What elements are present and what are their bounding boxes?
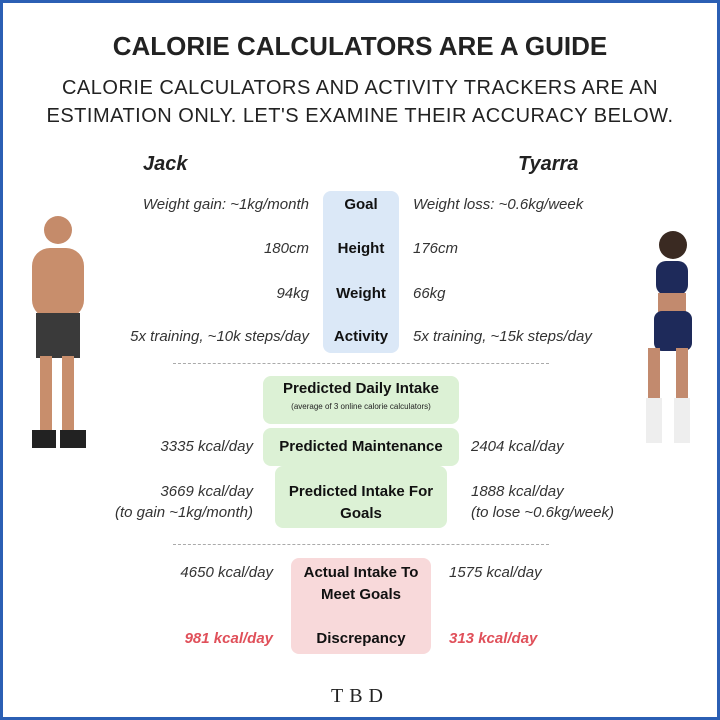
right-value: 313 kcal/day [449,630,538,647]
row-label: Actual Intake To [303,564,419,581]
left-value: 94kg [276,285,309,302]
row-label: Predicted Intake For [288,483,434,500]
person-name: Jack [143,153,188,175]
row-label: Height [337,240,385,257]
person-photo [646,231,692,443]
section-note: (average of 3 online calorie calculators… [291,402,431,411]
title: CALORIE CALCULATORS ARE A GUIDE [112,31,608,61]
left-value: 4650 kcal/day [180,564,273,581]
left-value: 3335 kcal/day [160,438,253,455]
row-label: Activity [333,328,389,345]
row-label: Goals [340,505,382,522]
right-value: Weight loss: ~0.6kg/week [413,196,584,213]
right-value: (to lose ~0.6kg/week) [471,504,614,521]
actual-box [291,558,431,654]
person-photo [32,216,86,448]
predicted-box [275,466,447,528]
row-label: Goal [344,196,378,213]
left-value: Weight gain: ~1kg/month [142,196,309,213]
person-name: Tyarra [518,153,579,175]
right-value: 1888 kcal/day [471,483,564,500]
right-value: 66kg [413,285,446,302]
right-value: 1575 kcal/day [449,564,542,581]
profile-box [323,191,399,353]
section-heading: Predicted Daily Intake [283,380,439,397]
subtitle: CALORIE CALCULATORS AND ACTIVITY TRACKER… [61,77,659,99]
predicted-box [263,376,459,424]
right-value: 5x training, ~15k steps/day [413,328,592,345]
row-label: Discrepancy [316,630,406,647]
predicted-box [263,428,459,466]
left-value: 981 kcal/day [184,630,273,647]
left-value: 180cm [263,240,309,257]
row-label: Weight [336,285,386,302]
subtitle: ESTIMATION ONLY. LET'S EXAMINE THEIR ACC… [46,105,674,127]
left-value: (to gain ~1kg/month) [115,504,253,521]
left-value: 5x training, ~10k steps/day [130,328,309,345]
left-value: 3669 kcal/day [160,483,253,500]
right-value: 176cm [413,240,459,257]
logo: TBD [331,685,389,707]
divider [173,363,549,364]
divider [173,544,549,545]
row-label: Predicted Maintenance [279,438,443,455]
right-value: 2404 kcal/day [471,438,564,455]
row-label: Meet Goals [320,586,402,603]
